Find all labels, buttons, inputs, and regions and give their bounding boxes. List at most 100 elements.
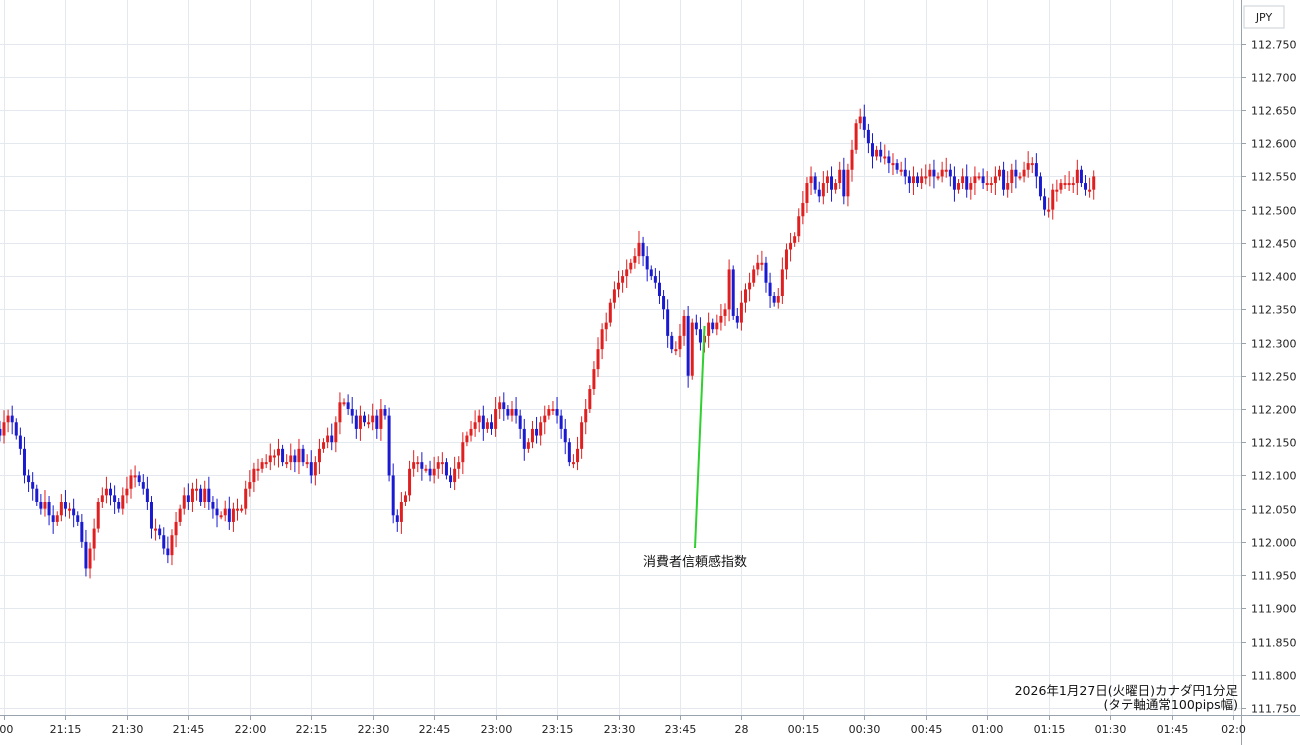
candle-body bbox=[957, 183, 961, 190]
candle-body bbox=[895, 163, 899, 170]
candle-body bbox=[1022, 169, 1026, 177]
candle-body bbox=[133, 475, 137, 478]
candle-body bbox=[1075, 169, 1079, 184]
candle-body bbox=[55, 515, 59, 522]
candle-body bbox=[576, 448, 580, 463]
candle-body bbox=[657, 282, 661, 297]
candle-body bbox=[129, 475, 133, 489]
x-tick-label: 22:45 bbox=[419, 723, 451, 736]
candle-body bbox=[748, 282, 752, 290]
y-tick-label: 112.750 bbox=[1251, 39, 1297, 52]
candle-body bbox=[539, 422, 543, 436]
candle-body bbox=[1079, 169, 1083, 184]
candle-body bbox=[719, 315, 723, 323]
candle-body bbox=[35, 488, 39, 503]
candle-body bbox=[707, 322, 711, 336]
candle-body bbox=[879, 149, 883, 157]
candle-body bbox=[678, 335, 682, 350]
y-tick-label: 112.350 bbox=[1251, 304, 1297, 317]
candle-body bbox=[100, 495, 104, 503]
candle-body bbox=[88, 548, 92, 569]
candle-body bbox=[190, 488, 194, 503]
candle-body bbox=[621, 276, 625, 283]
candle-body bbox=[641, 242, 645, 257]
candle-body bbox=[567, 442, 571, 463]
candle-body bbox=[760, 262, 764, 265]
candle-body bbox=[1084, 183, 1088, 190]
candle-body bbox=[674, 349, 678, 352]
candle-body bbox=[76, 515, 80, 522]
candle-body bbox=[219, 515, 223, 518]
event-annotation: 消費者信頼感指数 bbox=[643, 325, 747, 570]
candle-body bbox=[39, 502, 43, 509]
candle-body bbox=[961, 176, 965, 184]
x-tick-label: 23:30 bbox=[604, 723, 636, 736]
candle-body bbox=[588, 389, 592, 409]
candle-body bbox=[686, 315, 690, 376]
candle-body bbox=[993, 176, 997, 184]
candle-body bbox=[403, 495, 407, 503]
y-tick-label: 111.750 bbox=[1251, 703, 1297, 716]
candle-body bbox=[301, 448, 305, 463]
x-tick-label: 00:30 bbox=[849, 723, 881, 736]
candle-body bbox=[350, 408, 354, 416]
y-tick-label: 112.450 bbox=[1251, 238, 1297, 251]
y-tick-label: 111.800 bbox=[1251, 670, 1297, 683]
candle-body bbox=[141, 482, 145, 489]
candle-body bbox=[354, 415, 358, 429]
candle-body bbox=[203, 488, 207, 503]
candle-body bbox=[563, 428, 567, 443]
candle-body bbox=[43, 502, 47, 509]
candle-body bbox=[772, 296, 776, 303]
candle-body bbox=[309, 462, 313, 476]
candle-body bbox=[711, 322, 715, 330]
candle-body bbox=[481, 415, 485, 429]
candle-body bbox=[883, 156, 887, 159]
candle-body bbox=[281, 448, 285, 463]
candle-body bbox=[506, 408, 510, 416]
y-tick-label: 112.550 bbox=[1251, 171, 1297, 184]
candle-body bbox=[379, 408, 383, 429]
x-tick-label: 22:00 bbox=[235, 723, 267, 736]
x-tick-label: 21:30 bbox=[112, 723, 144, 736]
candle-body bbox=[690, 322, 694, 376]
candle-body bbox=[244, 488, 248, 509]
candle-body bbox=[326, 435, 330, 443]
candle-body bbox=[809, 176, 813, 184]
candle-body bbox=[600, 329, 604, 350]
candle-body bbox=[850, 149, 854, 170]
candle-body bbox=[510, 408, 514, 416]
candle-body bbox=[80, 521, 84, 542]
candle-body bbox=[571, 462, 575, 465]
y-tick-label: 112.050 bbox=[1251, 504, 1297, 517]
candle-body bbox=[260, 462, 264, 469]
candle-body bbox=[907, 176, 911, 184]
candle-body bbox=[1014, 169, 1018, 177]
candle-body bbox=[522, 428, 526, 449]
candle-body bbox=[825, 176, 829, 184]
candle-body bbox=[1063, 183, 1067, 186]
candle-body bbox=[457, 462, 461, 469]
candle-body bbox=[96, 502, 100, 529]
candle-body bbox=[145, 488, 149, 503]
annotation-pointer-line bbox=[694, 325, 706, 549]
candle-body bbox=[31, 482, 35, 489]
y-tick-label: 112.250 bbox=[1251, 371, 1297, 384]
candle-body bbox=[764, 262, 768, 283]
candle-body bbox=[612, 289, 616, 303]
candle-body bbox=[162, 535, 166, 549]
x-tick-label: 28 bbox=[735, 723, 749, 736]
candle-body bbox=[6, 415, 10, 423]
candle-body bbox=[395, 515, 399, 522]
candle-body bbox=[928, 169, 932, 177]
candle-body bbox=[653, 276, 657, 283]
candle-body bbox=[547, 408, 551, 416]
x-tick-label: 23:15 bbox=[542, 723, 574, 736]
candle-body bbox=[117, 502, 121, 509]
candle-body bbox=[461, 442, 465, 463]
candle-body bbox=[592, 369, 596, 390]
candle-body bbox=[166, 548, 170, 556]
candle-body bbox=[1034, 163, 1038, 177]
x-tick-label: 23:00 bbox=[481, 723, 513, 736]
candle-body bbox=[649, 269, 653, 277]
